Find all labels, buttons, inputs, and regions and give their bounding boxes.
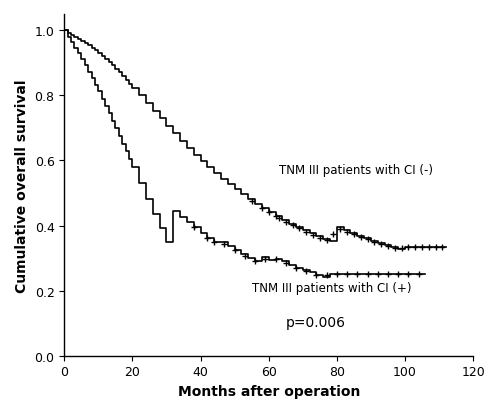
Text: TNM III patients with CI (-): TNM III patients with CI (-) (279, 164, 433, 177)
Y-axis label: Cumulative overall survival: Cumulative overall survival (15, 79, 29, 292)
X-axis label: Months after operation: Months after operation (178, 384, 360, 398)
Text: TNM III patients with CI (+): TNM III patients with CI (+) (252, 281, 411, 294)
Text: p=0.006: p=0.006 (286, 316, 346, 330)
